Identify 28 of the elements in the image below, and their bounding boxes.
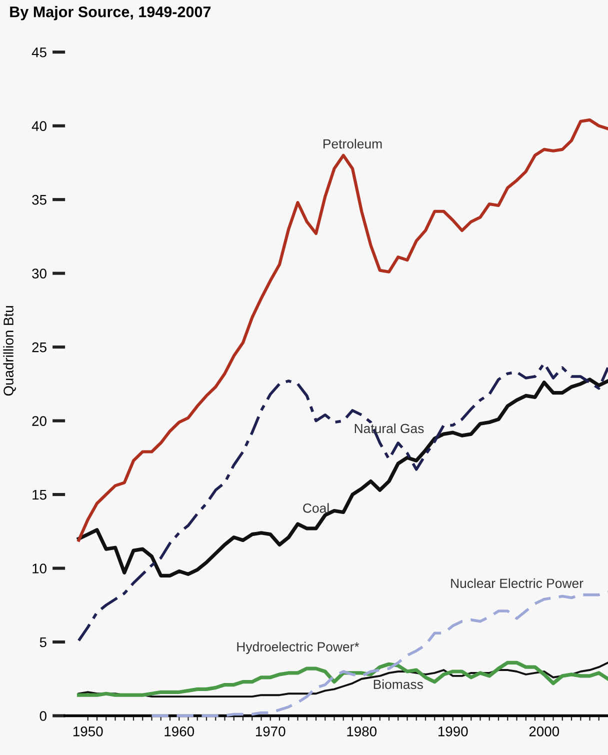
x-tick-label: 1990 [438,726,468,736]
x-tick-label: 2000 [529,726,560,736]
chart-title: By Major Source, 1949-2007 [10,6,211,20]
y-tick-label: 35 [32,194,46,205]
y-tick-label: 15 [32,490,46,500]
y-tick-label: 30 [32,268,46,278]
x-tick-label: 1950 [73,726,103,736]
x-tick-label: 1970 [256,726,286,736]
line-series [77,118,608,542]
y-axis-title: Quadrillion Btu [3,306,16,396]
y-tick-label: 25 [32,342,46,352]
y-tick-label: 5 [40,637,46,648]
series-label: Natural Gas [354,423,424,434]
y-tick-label: 45 [32,48,46,58]
series-label: Hydroelectric Power* [237,642,360,654]
y-tick-label: 0 [40,711,46,721]
series-label: Nuclear Electric Power [451,578,584,588]
line-series [76,378,608,578]
y-tick-label: 20 [32,416,46,426]
x-tick-label: 1980 [347,726,377,736]
series-label: Coal [303,503,329,513]
y-tick-label: 40 [32,121,46,132]
y-tick-label: 10 [32,564,46,574]
x-tick-label: 1960 [164,726,194,736]
line-series [77,362,608,642]
series-label: Biomass [374,679,423,690]
line-series [150,590,608,718]
series-label: Petroleum [324,138,382,149]
